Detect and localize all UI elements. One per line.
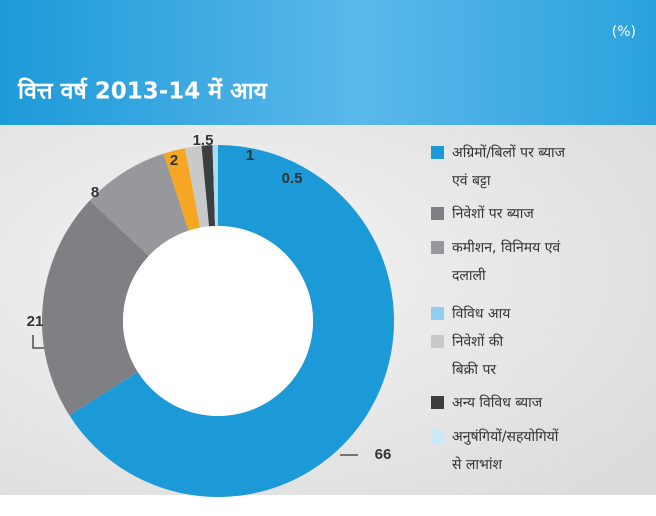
slice	[89, 153, 189, 256]
data-label: 2	[170, 152, 178, 169]
unit: (%)	[612, 24, 636, 40]
legend-swatch	[431, 207, 444, 220]
legend-label: दलाली	[452, 267, 486, 284]
data-label: 21	[27, 313, 44, 330]
hole	[123, 226, 313, 416]
slice	[201, 145, 216, 227]
legend-label: अन्य विविध ब्याज	[452, 394, 543, 411]
slice	[212, 145, 218, 227]
data-label: 1.5	[193, 132, 214, 149]
legend-label: बिक्री पर	[452, 361, 496, 378]
legend-swatch	[431, 146, 444, 159]
legend-label: एवं बट्टा	[452, 173, 491, 189]
legend-label: अनुषंगियों/सहयोगियों	[452, 428, 559, 445]
legend-label: निवेशों की	[452, 333, 504, 350]
legend-label: निवेशों पर ब्याज	[452, 205, 534, 222]
legend-label: अग्रिमों/बिलों पर ब्याज	[452, 144, 566, 161]
legend-swatch	[431, 241, 444, 254]
data-label: 0.5	[282, 170, 303, 187]
legend-swatch	[431, 430, 444, 443]
slice	[185, 145, 210, 228]
data-label: 66	[375, 446, 392, 463]
data-label: 1	[246, 147, 254, 164]
header	[0, 0, 656, 125]
legend-label: विविध आय	[452, 305, 511, 322]
chart-title: वित्त वर्ष 2013-14 में आय	[17, 77, 269, 105]
slice	[163, 148, 201, 231]
legend-swatch	[431, 335, 444, 348]
slice	[69, 145, 395, 498]
data-label: 8	[91, 184, 99, 201]
slice	[41, 200, 149, 416]
legend-swatch	[431, 307, 444, 320]
legend-label: कमीशन, विनिमय एवं	[452, 239, 560, 256]
legend-label: से लाभांश	[452, 456, 503, 473]
legend-swatch	[431, 396, 444, 409]
